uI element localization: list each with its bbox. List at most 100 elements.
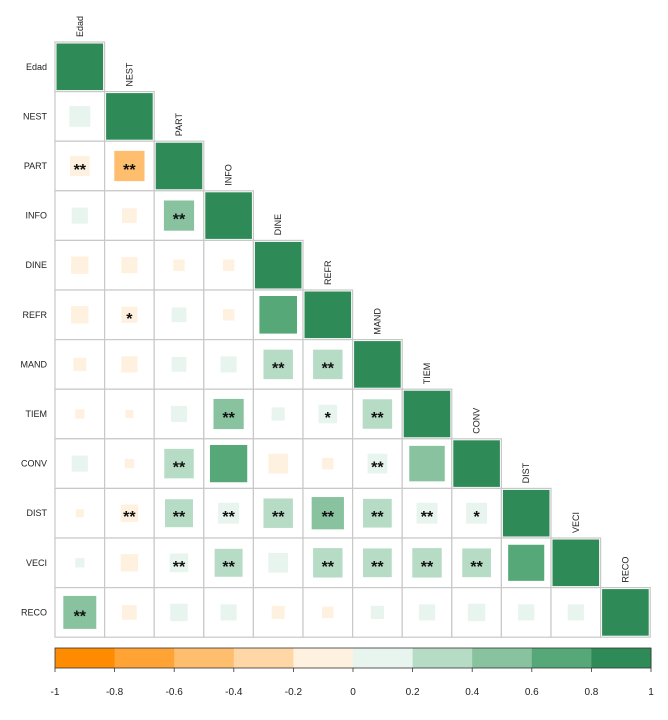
colorbar-segment <box>412 648 473 668</box>
cell-VECI-CONV <box>462 548 491 578</box>
row-label-Edad: Edad <box>26 62 47 72</box>
sig-marker-DIST-MAND: ** <box>371 509 384 526</box>
cell-INFO-INFO <box>205 192 252 239</box>
sig-marker-TIEM-REFR: * <box>325 410 332 427</box>
row-label-VECI: VECI <box>26 558 47 568</box>
sig-marker-MAND-REFR: ** <box>322 360 335 377</box>
sig-marker-DIST-REFR: ** <box>322 509 335 526</box>
cell-RECO-Edad <box>63 595 97 629</box>
sig-marker-DIST-NEST: ** <box>123 509 136 526</box>
cell-MAND-Edad <box>73 357 87 371</box>
cell-VECI-PART <box>169 553 189 573</box>
col-label-DIST: DIST <box>521 462 531 483</box>
cell-RECO-REFR <box>322 606 334 619</box>
col-label-TIEM: TIEM <box>422 363 432 385</box>
cell-DIST-DIST <box>502 489 550 537</box>
cell-RECO-MAND <box>370 605 384 619</box>
matrix-cells <box>56 43 649 636</box>
sig-marker-VECI-MAND: ** <box>371 559 384 576</box>
row-label-CONV: CONV <box>21 459 47 469</box>
cell-TIEM-PART <box>170 405 188 423</box>
sig-marker-CONV-MAND: ** <box>371 460 384 477</box>
sig-marker-REFR-NEST: * <box>126 311 133 328</box>
cell-MAND-REFR <box>313 349 343 380</box>
colorbar-tick-label: -1 <box>51 687 60 698</box>
cell-RECO-RECO <box>602 589 649 636</box>
cell-CONV-Edad <box>71 455 88 472</box>
cell-PART-Edad <box>69 156 90 176</box>
cell-RECO-CONV <box>467 603 486 622</box>
cell-DIST-DINE <box>263 498 293 528</box>
sig-marker-DIST-CONV: * <box>473 509 480 526</box>
cell-CONV-MAND <box>367 453 388 474</box>
sig-marker-DIST-INFO: ** <box>222 509 235 526</box>
cell-MAND-MAND <box>354 341 401 388</box>
grid-cell-INFO-NEST <box>103 190 155 242</box>
row-label-TIEM: TIEM <box>26 409 48 419</box>
cell-VECI-Edad <box>75 558 85 568</box>
sig-marker-MAND-DINE: ** <box>272 360 285 377</box>
colorbar-tick-label: 1 <box>648 687 654 698</box>
colorbar-segment <box>353 648 414 668</box>
cell-Edad-Edad <box>56 43 104 91</box>
cell-VECI-VECI <box>552 539 600 587</box>
cell-REFR-INFO <box>222 309 235 321</box>
col-label-RECO: RECO <box>620 557 630 583</box>
cell-DIST-MAND <box>363 498 392 528</box>
cell-VECI-DINE <box>268 552 289 573</box>
colorbar-tick-label: 0.2 <box>406 687 420 698</box>
cell-NEST-NEST <box>106 93 153 140</box>
cell-DIST-REFR <box>311 497 344 530</box>
row-label-DINE: DINE <box>25 260 47 270</box>
colorbar-tick-label: -0.4 <box>225 687 243 698</box>
sig-marker-PART-Edad: ** <box>74 162 87 179</box>
colorbar-tick-label: 0.4 <box>465 687 479 698</box>
sig-marker-RECO-Edad: ** <box>74 608 87 625</box>
cell-RECO-INFO <box>220 604 237 621</box>
cell-PART-PART <box>155 142 203 190</box>
cell-REFR-REFR <box>304 291 352 339</box>
row-label-PART: PART <box>24 161 48 171</box>
cell-DINE-Edad <box>71 256 89 274</box>
cell-RECO-TIEM <box>418 604 436 621</box>
colorbar-tick-label: 0 <box>350 687 356 698</box>
sig-marker-VECI-INFO: ** <box>222 559 235 576</box>
colorbar-segment <box>233 648 294 668</box>
significance-markers: ** ******* **** * **** **** ** ** ** ** ** ** *** ** *… <box>74 162 484 625</box>
sig-marker-DIST-PART: ** <box>173 509 186 526</box>
col-label-MAND: MAND <box>372 308 382 335</box>
cell-DINE-NEST <box>121 257 138 274</box>
cell-VECI-TIEM <box>412 548 442 578</box>
cell-RECO-DIST <box>518 604 535 621</box>
cell-REFR-NEST <box>121 306 138 323</box>
colorbar-tick-label: -0.8 <box>106 687 124 698</box>
cell-TIEM-Edad <box>75 409 85 419</box>
cell-RECO-DINE <box>271 605 285 619</box>
cell-TIEM-REFR <box>318 404 338 424</box>
cell-NEST-Edad <box>69 105 91 127</box>
cell-CONV-CONV <box>453 440 500 487</box>
sig-marker-PART-NEST: ** <box>123 162 136 179</box>
colorbar-segment <box>174 648 235 668</box>
cell-TIEM-NEST <box>125 409 134 419</box>
colorbar-segment <box>293 648 354 668</box>
row-label-REFR: REFR <box>23 310 48 320</box>
cell-DINE-PART <box>173 259 185 271</box>
sig-marker-VECI-REFR: ** <box>322 559 335 576</box>
cell-REFR-PART <box>171 307 187 323</box>
cell-DIST-CONV <box>466 502 488 524</box>
cell-TIEM-MAND <box>362 399 393 429</box>
cell-VECI-REFR <box>313 548 343 578</box>
sig-marker-DIST-DINE: ** <box>272 509 285 526</box>
cell-INFO-PART <box>163 200 195 231</box>
variable-labels: Edad NEST PART INFO DINE REFR MAND TIEM CONV DIST… <box>21 16 631 617</box>
cell-PART-NEST <box>114 150 145 182</box>
grid-cell-DINE-INFO <box>203 239 255 291</box>
colorbar-tick-label: 0.6 <box>525 687 539 698</box>
sig-marker-INFO-PART: ** <box>173 212 186 229</box>
cell-MAND-INFO <box>220 356 237 373</box>
cell-CONV-REFR <box>322 457 334 470</box>
cell-VECI-DIST <box>508 544 545 581</box>
col-label-NEST: NEST <box>124 62 134 87</box>
